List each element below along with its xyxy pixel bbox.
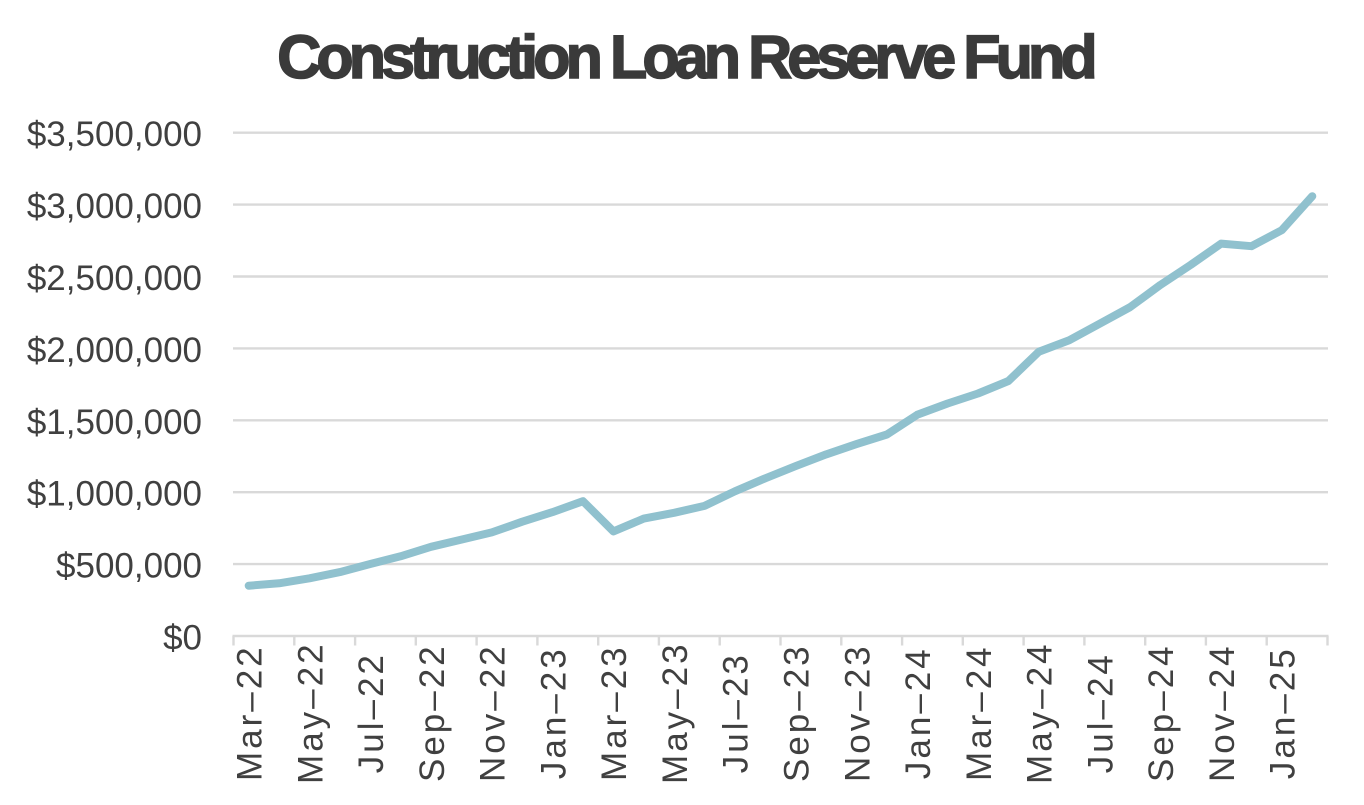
svg-text:Nov–22: Nov–22	[474, 643, 513, 782]
svg-text:Jul–24: Jul–24	[1081, 652, 1120, 773]
svg-text:Mar–23: Mar–23	[595, 644, 634, 781]
svg-text:Sep–24: Sep–24	[1142, 643, 1181, 782]
svg-text:Jul–22: Jul–22	[352, 652, 391, 773]
svg-text:Jul–23: Jul–23	[717, 652, 756, 773]
svg-text:Sep–22: Sep–22	[413, 643, 452, 782]
svg-text:Sep–23: Sep–23	[778, 643, 817, 782]
svg-text:Jan–24: Jan–24	[899, 646, 938, 779]
svg-text:$1,000,000: $1,000,000	[27, 475, 202, 514]
svg-text:$1,500,000: $1,500,000	[27, 403, 202, 442]
svg-text:May–24: May–24	[1021, 641, 1060, 784]
svg-text:Nov–24: Nov–24	[1203, 643, 1242, 782]
svg-text:Mar–22: Mar–22	[231, 644, 270, 781]
svg-text:Mar–24: Mar–24	[960, 644, 999, 781]
svg-text:May–22: May–22	[291, 641, 330, 784]
svg-text:Jan–23: Jan–23	[534, 646, 573, 779]
svg-text:Construction Loan Reserve Fund: Construction Loan Reserve Fund	[277, 23, 1094, 91]
svg-text:$3,000,000: $3,000,000	[27, 187, 202, 226]
svg-text:$500,000: $500,000	[56, 547, 202, 586]
svg-text:Nov–23: Nov–23	[838, 643, 877, 782]
svg-text:$2,500,000: $2,500,000	[27, 259, 202, 298]
svg-text:$3,500,000: $3,500,000	[27, 115, 202, 154]
svg-text:$2,000,000: $2,000,000	[27, 331, 202, 370]
svg-text:$0: $0	[163, 619, 202, 658]
svg-text:Jan–25: Jan–25	[1264, 646, 1303, 779]
svg-text:May–23: May–23	[656, 641, 695, 784]
